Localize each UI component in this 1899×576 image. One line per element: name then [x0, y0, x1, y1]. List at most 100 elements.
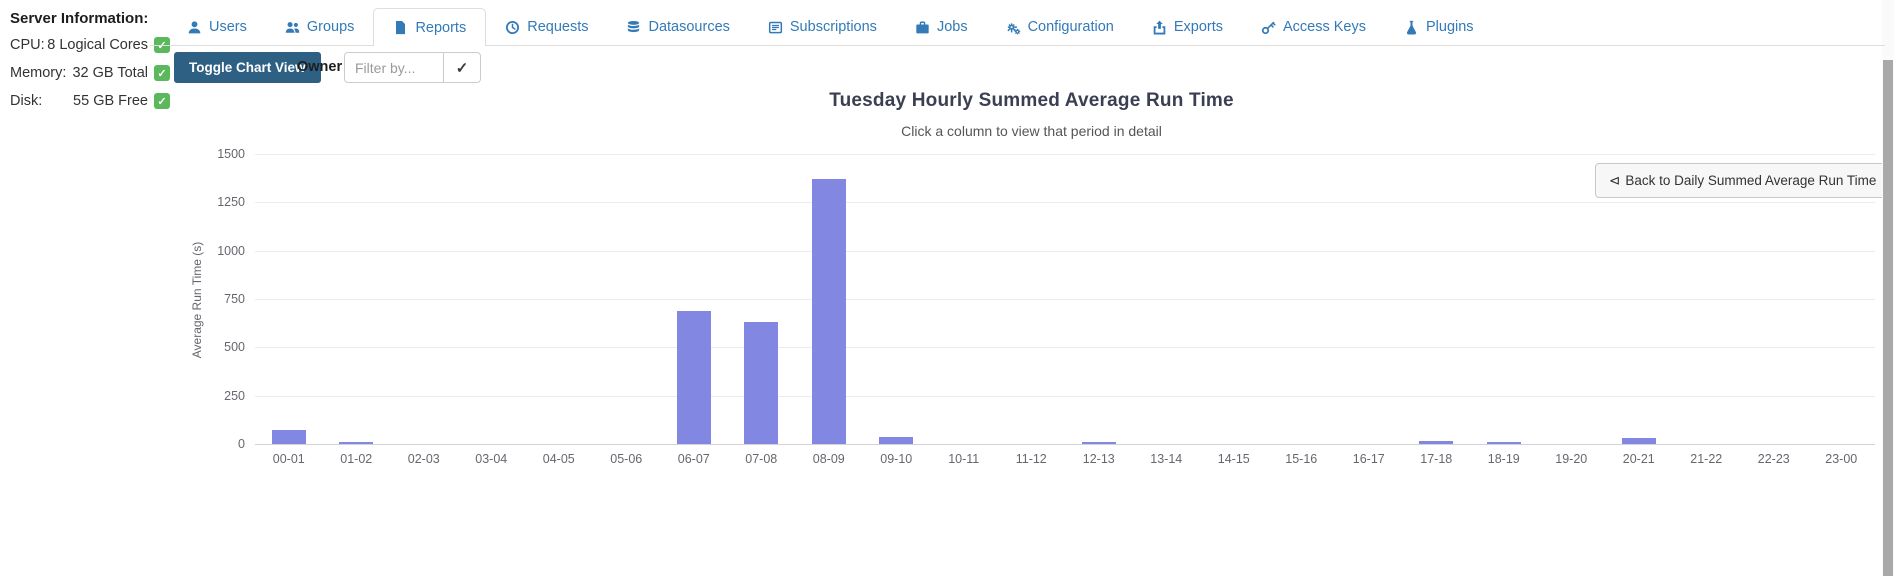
panel-top-border [150, 45, 1885, 46]
bar-12-13[interactable] [1081, 442, 1116, 444]
database-icon [628, 20, 640, 32]
x-axis-line [255, 444, 1875, 445]
tab-label: Datasources [648, 19, 730, 35]
tab-groups[interactable]: Groups [266, 8, 374, 46]
tab-label: Plugins [1426, 19, 1474, 35]
server-info-label: Disk: [10, 93, 43, 109]
tab-label: Jobs [936, 19, 968, 35]
tab-subscriptions[interactable]: Subscriptions [749, 8, 896, 46]
tab-label: Exports [1173, 19, 1223, 35]
tab-plugins[interactable]: Plugins [1385, 8, 1493, 46]
bar-01-02[interactable] [339, 442, 374, 444]
tab-label: Access Keys [1283, 19, 1366, 35]
tab-reports[interactable]: Reports [373, 8, 487, 46]
x-tick-label: 12-13 [1082, 452, 1115, 466]
tab-configuration[interactable]: Configuration [987, 8, 1133, 46]
x-tick-label: 14-15 [1217, 452, 1250, 466]
history-icon [506, 20, 520, 34]
check-icon: ✓ [455, 59, 469, 77]
owner-filter-input[interactable] [344, 52, 444, 83]
y-axis-ticks: 0 250 500 750 1000 1250 1500 [193, 147, 245, 451]
toggle-chart-view-button[interactable]: Toggle Chart View [174, 52, 321, 83]
y-tick-label: 0 [238, 437, 245, 451]
x-tick-label: 07-08 [745, 452, 778, 466]
back-button-label: Back to Daily Summed Average Run Time [1625, 173, 1877, 188]
x-tick-label: 00-01 [272, 452, 305, 466]
y-tick-label: 750 [224, 292, 245, 306]
file-icon [396, 20, 406, 35]
y-tick-label: 1000 [217, 243, 245, 258]
owner-label: Owner [297, 59, 343, 75]
server-info-rows: CPU: 8 Logical Cores ✓ Memory: 32 GB Total ✓ D… [10, 36, 170, 110]
bar-07-08[interactable] [744, 322, 779, 444]
owner-filter-group: ✓ [344, 52, 481, 83]
bar-17-18[interactable] [1419, 441, 1454, 444]
tab-requests[interactable]: Requests [486, 8, 607, 46]
x-tick-label: 13-14 [1150, 452, 1183, 466]
gridline [255, 202, 1875, 204]
tab-jobs[interactable]: Jobs [896, 8, 987, 46]
flask-icon [1406, 20, 1417, 34]
back-button[interactable]: ⊲ Back to Daily Summed Average Run Time [1595, 163, 1891, 198]
tab-users[interactable]: Users [168, 8, 266, 46]
gridline [255, 299, 1875, 300]
x-tick-label: 08-09 [812, 452, 845, 466]
export-icon [1153, 20, 1166, 34]
x-tick-label: 03-04 [475, 452, 508, 466]
x-tick-label: 19-20 [1555, 452, 1588, 466]
x-tick-label: 15-16 [1285, 452, 1318, 466]
users-icon [285, 21, 300, 33]
x-tick-label: 04-05 [542, 452, 575, 466]
x-tick-label: 21-22 [1690, 452, 1723, 466]
bar-20-21[interactable] [1621, 438, 1656, 444]
check-square-icon: ✓ [154, 65, 170, 81]
tab-label: Users [209, 19, 247, 35]
server-info-value: 8 Logical Cores [47, 37, 148, 53]
x-tick-label: 10-11 [948, 452, 980, 466]
gridline [255, 347, 1875, 349]
check-square-icon: ✓ [154, 93, 170, 109]
user-icon [188, 20, 201, 33]
x-tick-label: 20-21 [1622, 452, 1655, 466]
key-icon [1261, 21, 1276, 34]
y-tick-label: 1500 [217, 147, 245, 161]
bar-06-07[interactable] [676, 310, 711, 444]
apply-filter-button[interactable]: ✓ [444, 52, 481, 83]
scrollbar-thumb[interactable] [1883, 60, 1893, 576]
tab-label: Requests [527, 19, 589, 35]
tab-datasources[interactable]: Datasources [607, 8, 748, 46]
bar-09-10[interactable] [879, 437, 914, 444]
x-axis-labels: 00-01 01-02 02-03 03-04 04-05 05-06 06-07 07-08… [255, 452, 1875, 470]
x-tick-label: 05-06 [610, 452, 643, 466]
subscriptions-icon [768, 21, 782, 33]
y-tick-label: 250 [224, 388, 245, 403]
server-info-row: CPU: 8 Logical Cores ✓ [10, 36, 170, 54]
gears-icon [1006, 22, 1020, 34]
x-tick-label: 16-17 [1352, 452, 1385, 466]
x-tick-label: 11-12 [1015, 452, 1047, 466]
tab-label: Groups [306, 19, 355, 35]
x-tick-label: 18-19 [1487, 452, 1520, 466]
tab-label: Subscriptions [789, 19, 877, 35]
x-tick-label: 22-23 [1757, 452, 1790, 466]
main-tabs: Users Groups Reports Requests Datasources Sub… [168, 8, 1493, 46]
chart-title: Tuesday Hourly Summed Average Run Time [829, 90, 1234, 111]
server-info-value: 32 GB Total [72, 65, 148, 81]
server-info-title: Server Information: [10, 10, 149, 27]
briefcase-icon [916, 21, 929, 33]
server-info-label: CPU: [10, 37, 45, 53]
chart-header: Tuesday Hourly Summed Average Run Time C… [180, 90, 1883, 139]
bar-18-19[interactable] [1486, 442, 1521, 444]
tab-exports[interactable]: Exports [1133, 8, 1242, 46]
gridline [255, 395, 1875, 397]
vertical-scrollbar[interactable] [1882, 0, 1894, 576]
x-tick-label: 23-00 [1825, 452, 1858, 466]
x-tick-label: 01-02 [340, 452, 373, 466]
bar-00-01[interactable] [271, 430, 306, 444]
bar-08-09[interactable] [811, 179, 846, 444]
x-tick-label: 06-07 [677, 452, 710, 466]
x-tick-label: 17-18 [1420, 452, 1453, 466]
x-tick-label: 02-03 [407, 452, 440, 466]
tab-access-keys[interactable]: Access Keys [1242, 8, 1385, 46]
